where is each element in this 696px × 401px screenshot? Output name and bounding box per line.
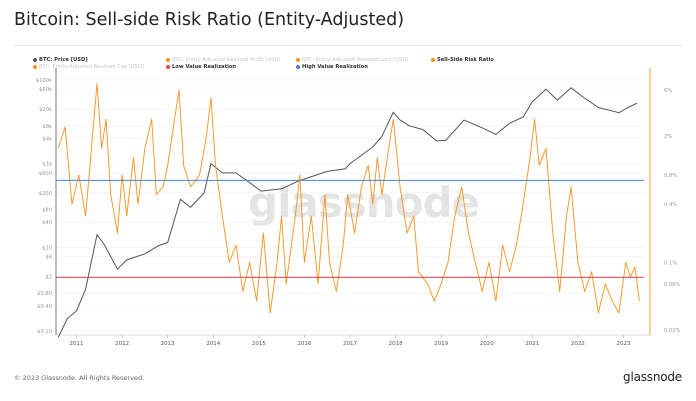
legend-label: BTC: Entity-Adjusted Realized Cap [USD]	[39, 64, 144, 70]
right-tick-label: 0.06%	[664, 282, 681, 288]
legend-item-realized-profit[interactable]: BTC: Entity-Adjusted Realized Profit [US…	[166, 57, 280, 63]
legend-dot-icon	[166, 58, 170, 62]
legend-item-high-value-realization[interactable]: High Value Realization	[296, 64, 368, 70]
x-tick-label: 2015	[252, 341, 266, 347]
series-line-btc-price-usd-	[57, 87, 638, 338]
legend-label: Sell-Side Risk Ratio	[437, 57, 494, 63]
left-tick-label: $600	[39, 171, 52, 177]
legend-label: BTC: Entity-Adjusted Realized Loss [USD]	[302, 57, 409, 63]
x-tick-label: 2013	[161, 341, 175, 347]
legend-item-sell-side-risk-ratio[interactable]: Sell-Side Risk Ratio	[431, 57, 494, 63]
right-tick-label: 0.02%	[664, 328, 681, 334]
right-tick-label: 0.4%	[664, 202, 677, 208]
glassnode-logo: glassnode	[623, 370, 682, 384]
left-tick-label: $80	[42, 208, 52, 214]
left-tick-label: $60k	[39, 87, 52, 93]
right-tick-label: 2%	[664, 134, 672, 140]
left-tick-label: $2	[45, 275, 52, 281]
left-tick-label: $1k	[42, 162, 52, 168]
legend-item-low-value-realization[interactable]: Low Value Realization	[166, 64, 236, 70]
x-tick-label: 2012	[115, 341, 129, 347]
x-tick-label: 2020	[480, 341, 494, 347]
legend-item-btc-price[interactable]: BTC: Price [USD]	[33, 57, 88, 63]
legend-dot-icon	[33, 65, 37, 69]
x-tick-label: 2019	[434, 341, 448, 347]
copyright: © 2023 Glassnode. All Rights Reserved.	[14, 374, 145, 382]
left-tick-label: $0.40	[37, 304, 52, 310]
page-title: Bitcoin: Sell-side Risk Ratio (Entity-Ad…	[14, 10, 405, 30]
legend-item-realized-cap[interactable]: BTC: Entity-Adjusted Realized Cap [USD]	[33, 64, 144, 70]
x-tick-label: 2021	[525, 341, 539, 347]
x-tick-label: 2022	[571, 341, 585, 347]
divider	[14, 45, 682, 46]
left-tick-label: $6	[45, 255, 52, 261]
legend-dot-icon	[296, 65, 300, 69]
right-tick-label: 0.1%	[664, 260, 677, 266]
legend-item-realized-loss[interactable]: BTC: Entity-Adjusted Realized Loss [USD]	[296, 57, 408, 63]
legend: BTC: Price [USD] BTC: Entity-Adjusted Re…	[33, 57, 653, 77]
legend-label: BTC: Price [USD]	[39, 57, 88, 63]
x-tick-label: 2016	[297, 341, 311, 347]
left-tick-label: $10	[42, 245, 52, 251]
x-tick-label: 2014	[206, 341, 220, 347]
left-tick-label: $4k	[42, 136, 52, 142]
series-line-sell-side-risk-ratio	[57, 83, 640, 314]
right-tick-label: 0.8%	[664, 173, 677, 179]
legend-label: High Value Realization	[302, 64, 368, 70]
left-tick-label: $200	[39, 191, 52, 197]
left-tick-label: $40	[42, 220, 52, 226]
left-tick-label: $0.80	[37, 291, 52, 297]
x-tick-label: 2017	[343, 341, 357, 347]
legend-label: Low Value Realization	[172, 64, 237, 70]
legend-label: BTC: Entity-Adjusted Realized Profit [US…	[172, 57, 281, 63]
left-tick-label: $100k	[36, 78, 52, 84]
x-tick-label: 2018	[389, 341, 403, 347]
left-tick-label: $0.10	[37, 329, 52, 335]
legend-dot-icon	[431, 58, 435, 62]
left-tick-label: $8k	[42, 124, 52, 130]
legend-dot-icon	[166, 65, 170, 69]
right-tick-label: 6%	[664, 88, 672, 94]
legend-dot-icon	[33, 58, 37, 62]
left-tick-label: $20k	[39, 107, 52, 113]
x-tick-label: 2011	[70, 341, 84, 347]
x-tick-label: 2023	[616, 341, 630, 347]
legend-dot-icon	[296, 58, 300, 62]
